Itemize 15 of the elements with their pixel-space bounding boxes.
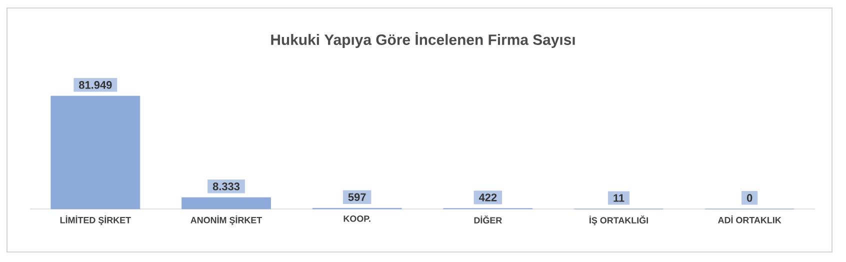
data-label: 0 [746, 194, 752, 202]
x-tick-label: DİĞER [474, 216, 502, 224]
data-label: 422 [478, 194, 497, 202]
data-label: 597 [348, 193, 366, 201]
x-tick-label: İŞ ORTAKLIĞI [590, 216, 648, 226]
x-tick-label: ADİ ORTAKLIK [718, 216, 782, 224]
x-tick-label: ANONİM ŞİRKET [190, 216, 262, 226]
bar [182, 197, 271, 210]
bar [50, 96, 140, 210]
x-tick-label: LİMİTED ŞİRKET [60, 216, 131, 226]
data-label: 8.333 [212, 182, 240, 190]
data-label: 81.949 [79, 81, 112, 89]
data-label: 11 [614, 194, 624, 202]
x-tick-label: KOOP. [344, 216, 370, 222]
chart-title: Hukuki Yapıya Göre İncelenen Firma Sayısı [271, 32, 575, 48]
